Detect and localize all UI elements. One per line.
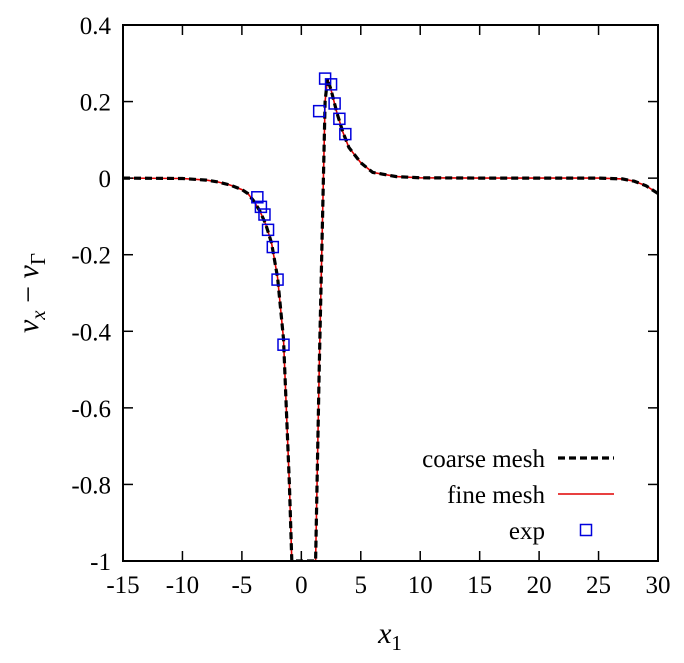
exp-marker	[339, 127, 352, 141]
exp-marker	[254, 200, 268, 214]
ticks-layer: -15 -10 -5 0 5 10 15 20 25 30 0.4 0.2 0 -0.2 -0.4 -0.6 -…	[71, 13, 670, 599]
exp-marker	[258, 208, 271, 221]
legend-label: fine mesh	[447, 482, 545, 509]
legend-label: coarse mesh	[422, 446, 545, 473]
x-tick-label: 10	[408, 572, 433, 599]
y-axis-label: vx − vΓ	[12, 253, 50, 333]
y-tick-label: 0.4	[80, 13, 112, 40]
plot-frame	[122, 24, 659, 562]
exp-marker	[261, 223, 275, 237]
x-tick-label: -10	[166, 572, 199, 599]
legend-label: exp	[509, 518, 545, 545]
series-line-coarse-mesh	[123, 78, 658, 561]
y-tick-label: -0.8	[71, 472, 111, 499]
x-tick-label: -15	[106, 572, 139, 599]
x-tick-label: 30	[646, 572, 671, 599]
legend: coarse mesh fine mesh exp	[422, 446, 614, 545]
x-tick-label: -5	[231, 572, 252, 599]
x-tick-label: 15	[467, 572, 492, 599]
x-tick-label: 0	[295, 572, 308, 599]
exp-marker	[251, 191, 264, 204]
y-tick-label: 0.2	[80, 90, 111, 117]
x-tick-label: 20	[527, 572, 552, 599]
y-tick-label: -0.6	[71, 396, 111, 423]
exp-marker	[277, 338, 290, 351]
x-axis-label: x1	[377, 617, 402, 655]
y-tick-label: -0.2	[71, 243, 111, 270]
x-tick-label: 5	[355, 572, 368, 599]
y-tick-label: 0	[99, 166, 112, 193]
y-tick-label: -1	[90, 549, 111, 576]
exp-marker	[271, 273, 284, 286]
y-tick-label: -0.4	[71, 319, 111, 346]
x-tick-label: 25	[586, 572, 611, 599]
exp-marker	[266, 240, 280, 254]
exp-marker	[312, 104, 326, 118]
exp-marker	[324, 78, 338, 91]
exp-marker	[333, 112, 346, 126]
legend-marker-exp	[579, 523, 593, 537]
series-layer	[123, 72, 658, 561]
exp-marker	[328, 97, 341, 110]
